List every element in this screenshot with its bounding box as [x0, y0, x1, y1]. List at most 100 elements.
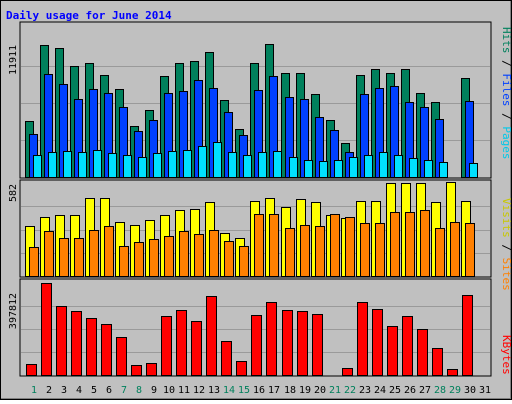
visits-bar-sites-day-28 — [435, 228, 445, 277]
hits-bar-pages-day-25 — [394, 155, 403, 178]
hits-bar-pages-day-30 — [469, 163, 478, 178]
kbytes-bar-kbytes-day-11 — [176, 310, 187, 376]
kbytes-bar-kbytes-day-18 — [282, 310, 293, 376]
visits-bar-sites-day-13 — [209, 230, 219, 277]
day-label-15: 15 — [238, 385, 250, 396]
visits-bar-sites-day-1 — [29, 247, 39, 277]
bars — [25, 44, 478, 376]
visits-bar-sites-day-11 — [179, 231, 189, 277]
visits-bar-sites-day-2 — [44, 231, 54, 277]
kbytes-bar-kbytes-day-20 — [312, 314, 323, 376]
day-label-14: 14 — [223, 385, 235, 396]
hits-bar-pages-day-24 — [379, 152, 388, 178]
visits-bar-sites-day-4 — [74, 238, 84, 277]
visits-bar-sites-day-10 — [164, 236, 174, 277]
day-label-2: 2 — [46, 385, 52, 396]
visits-bar-sites-day-21 — [330, 214, 340, 277]
hits-bar-pages-day-4 — [78, 152, 87, 178]
day-label-17: 17 — [268, 385, 280, 396]
kbytes-bar-kbytes-day-29 — [447, 369, 458, 376]
visits-bar-sites-day-26 — [405, 212, 415, 277]
hits-bar-pages-day-7 — [123, 155, 132, 178]
hits-bar-pages-day-14 — [228, 152, 237, 178]
day-label-7: 7 — [121, 385, 127, 396]
kbytes-bar-kbytes-day-17 — [266, 302, 277, 376]
kbytes-bar-kbytes-day-12 — [191, 321, 202, 376]
legend-sep-3: / — [500, 238, 512, 258]
day-label-18: 18 — [284, 385, 296, 396]
day-label-12: 12 — [193, 385, 205, 396]
hits-bar-pages-day-1 — [33, 155, 42, 178]
kbytes-bar-kbytes-day-5 — [86, 318, 97, 376]
visits-bar-sites-day-23 — [360, 223, 370, 277]
visits-bar-sites-day-5 — [89, 230, 99, 277]
chart-title: Daily usage for June 2014 — [6, 9, 172, 22]
legend-files: Files — [500, 73, 512, 106]
day-label-25: 25 — [389, 385, 401, 396]
hits-bar-pages-day-26 — [409, 158, 418, 178]
day-label-4: 4 — [76, 385, 82, 396]
day-label-1: 1 — [31, 385, 37, 396]
kbytes-bar-kbytes-day-14 — [221, 341, 232, 376]
day-label-5: 5 — [91, 385, 97, 396]
legend-hits: Hits — [500, 27, 512, 54]
kbytes-bar-kbytes-day-7 — [116, 337, 127, 376]
kbytes-max-label: 397812 — [8, 293, 19, 329]
kbytes-bar-kbytes-day-15 — [236, 361, 247, 376]
visits-bar-sites-day-12 — [194, 234, 204, 277]
hits-bar-pages-day-3 — [63, 151, 72, 178]
day-label-20: 20 — [314, 385, 326, 396]
kbytes-bar-kbytes-day-4 — [71, 311, 82, 376]
visits-bar-sites-day-20 — [315, 226, 325, 277]
hits-bar-pages-day-15 — [243, 155, 252, 178]
kbytes-bar-kbytes-day-13 — [206, 296, 217, 376]
visits-bar-sites-day-30 — [465, 223, 475, 277]
visits-bar-sites-day-24 — [375, 223, 385, 277]
day-label-6: 6 — [106, 385, 112, 396]
hits-bar-pages-day-5 — [93, 150, 102, 178]
visits-bar-sites-day-25 — [390, 212, 400, 277]
day-label-23: 23 — [359, 385, 371, 396]
day-label-27: 27 — [419, 385, 431, 396]
hits-bar-pages-day-10 — [168, 151, 177, 178]
day-labels: 1 2 3 4 5 6 7 8 9 10 11 12 13 14 15 16 17 18 19 20 21 22 23 24 2… — [31, 385, 491, 396]
legend-sites: Sites — [500, 258, 512, 291]
hits-bar-pages-day-13 — [213, 142, 222, 178]
hits-bar-pages-day-17 — [273, 151, 282, 178]
hits-bar-pages-day-23 — [364, 155, 373, 178]
legend-visits: Visits — [500, 198, 512, 238]
hits-max-label: 11911 — [8, 45, 19, 75]
visits-bar-sites-day-27 — [420, 210, 430, 277]
hits-bar-pages-day-6 — [108, 153, 117, 178]
day-label-29: 29 — [449, 385, 461, 396]
day-label-21: 21 — [329, 385, 341, 396]
hits-bar-pages-day-12 — [198, 146, 207, 178]
hits-bar-pages-day-19 — [304, 160, 313, 178]
kbytes-bar-kbytes-day-27 — [417, 329, 428, 376]
kbytes-bar-kbytes-day-1 — [26, 364, 37, 376]
visits-max-label: 582 — [8, 184, 19, 202]
hits-bar-pages-day-16 — [258, 152, 267, 178]
hits-legend: Hits / Files / Pages — [500, 27, 512, 160]
day-label-10: 10 — [163, 385, 175, 396]
visits-legend: Visits / Sites — [500, 198, 512, 291]
day-label-16: 16 — [253, 385, 265, 396]
visits-bar-sites-day-6 — [104, 226, 114, 277]
kbytes-bar-kbytes-day-9 — [146, 363, 157, 376]
day-label-8: 8 — [136, 385, 142, 396]
kbytes-bar-kbytes-day-30 — [462, 295, 473, 376]
day-label-24: 24 — [374, 385, 386, 396]
kbytes-bar-kbytes-day-26 — [402, 316, 413, 376]
kbytes-bar-kbytes-day-24 — [372, 309, 383, 376]
hits-bar-pages-day-2 — [48, 152, 57, 178]
hits-bar-pages-day-8 — [138, 157, 147, 178]
kbytes-bar-kbytes-day-25 — [387, 326, 398, 376]
hits-bar-pages-day-20 — [319, 161, 328, 178]
hits-bar-pages-day-27 — [424, 160, 433, 178]
legend-sep-2: / — [500, 107, 512, 127]
day-label-9: 9 — [151, 385, 157, 396]
visits-bar-sites-day-14 — [224, 241, 234, 277]
day-label-19: 19 — [299, 385, 311, 396]
kbytes-bar-kbytes-day-10 — [161, 316, 172, 376]
